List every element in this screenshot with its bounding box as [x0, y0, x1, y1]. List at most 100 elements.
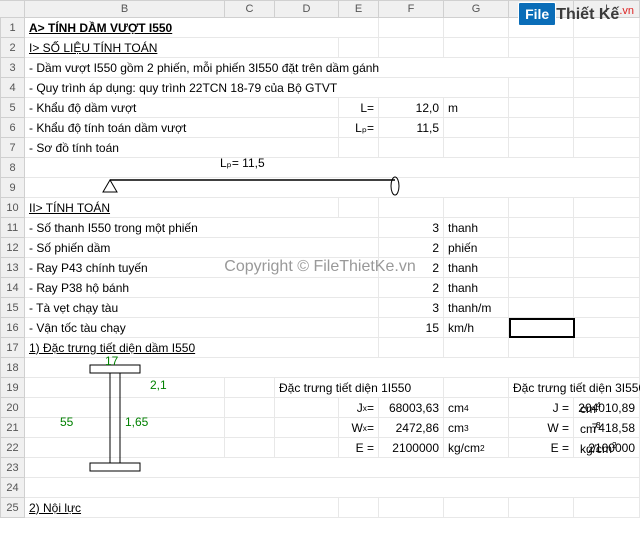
- cell[interactable]: J =: [509, 398, 574, 418]
- cell[interactable]: cm3: [444, 418, 509, 438]
- cell[interactable]: [574, 38, 640, 58]
- cell[interactable]: 2: [379, 278, 444, 298]
- cell[interactable]: [574, 278, 640, 298]
- cell[interactable]: [339, 38, 379, 58]
- cell[interactable]: kg/cm2: [444, 438, 509, 458]
- cell[interactable]: [574, 338, 640, 358]
- cell[interactable]: [379, 138, 444, 158]
- row-header[interactable]: 1: [0, 18, 25, 38]
- row-header[interactable]: 7: [0, 138, 25, 158]
- row-header[interactable]: 25: [0, 498, 25, 518]
- cell[interactable]: 11,5: [379, 118, 444, 138]
- cell[interactable]: - Khẩu độ dầm vượt: [25, 98, 339, 118]
- cell[interactable]: [379, 38, 444, 58]
- row-header[interactable]: 18: [0, 358, 25, 378]
- cell[interactable]: 2: [379, 238, 444, 258]
- row-header[interactable]: 17: [0, 338, 25, 358]
- cell[interactable]: [339, 498, 379, 518]
- row-header[interactable]: 4: [0, 78, 25, 98]
- cell[interactable]: [509, 278, 574, 298]
- cell[interactable]: Đặc trưng tiết diện 3I550: [509, 378, 640, 398]
- row-header[interactable]: 22: [0, 438, 25, 458]
- cell[interactable]: - Quy trình áp dụng: quy trình 22TCN 18-…: [25, 78, 509, 98]
- row-header[interactable]: 5: [0, 98, 25, 118]
- cell[interactable]: - Ray P43 chính tuyến: [25, 258, 379, 278]
- cell[interactable]: [574, 98, 640, 118]
- row-header[interactable]: 20: [0, 398, 25, 418]
- cell[interactable]: 2100000: [379, 438, 444, 458]
- cell[interactable]: [379, 338, 444, 358]
- row-header[interactable]: 10: [0, 198, 25, 218]
- cell[interactable]: [509, 218, 574, 238]
- cell[interactable]: [275, 398, 339, 418]
- cell[interactable]: [225, 418, 275, 438]
- cell[interactable]: [574, 498, 640, 518]
- row-header[interactable]: 9: [0, 178, 25, 198]
- cell[interactable]: [574, 118, 640, 138]
- cell[interactable]: [509, 238, 574, 258]
- row-header[interactable]: 21: [0, 418, 25, 438]
- col-header-g[interactable]: G: [444, 0, 509, 18]
- cell[interactable]: m: [444, 98, 509, 118]
- cell[interactable]: [225, 398, 275, 418]
- cell[interactable]: Lₚ=: [339, 118, 379, 138]
- cell[interactable]: thanh/m: [444, 298, 509, 318]
- row-header[interactable]: 23: [0, 458, 25, 478]
- row-header[interactable]: 2: [0, 38, 25, 58]
- cell[interactable]: 2: [379, 258, 444, 278]
- cell[interactable]: - Số phiến dầm: [25, 238, 379, 258]
- cell[interactable]: [574, 138, 640, 158]
- cell[interactable]: [509, 138, 574, 158]
- row-header[interactable]: 12: [0, 238, 25, 258]
- cell[interactable]: [444, 138, 509, 158]
- cell[interactable]: [25, 478, 640, 498]
- cell[interactable]: [379, 198, 444, 218]
- cell[interactable]: E =: [509, 438, 574, 458]
- cell[interactable]: thanh: [444, 258, 509, 278]
- cell[interactable]: W =: [509, 418, 574, 438]
- cell[interactable]: [509, 38, 574, 58]
- row-header[interactable]: 19: [0, 378, 25, 398]
- cell[interactable]: [509, 98, 574, 118]
- cell[interactable]: km/h: [444, 318, 509, 338]
- row-header[interactable]: 11: [0, 218, 25, 238]
- cell[interactable]: [225, 438, 275, 458]
- cell[interactable]: [379, 498, 444, 518]
- cell[interactable]: [509, 78, 574, 98]
- cell[interactable]: [574, 318, 640, 338]
- cell[interactable]: thanh: [444, 278, 509, 298]
- cell[interactable]: - Số thanh I550 trong một phiến: [25, 218, 379, 238]
- cell[interactable]: [444, 38, 509, 58]
- row-header[interactable]: 16: [0, 318, 25, 338]
- cell[interactable]: [509, 338, 574, 358]
- corner-cell[interactable]: [0, 0, 25, 18]
- cell[interactable]: - Sơ đồ tính toán: [25, 138, 339, 158]
- cell[interactable]: [574, 298, 640, 318]
- cell[interactable]: [444, 498, 509, 518]
- row-header[interactable]: 15: [0, 298, 25, 318]
- col-header-d[interactable]: D: [275, 0, 339, 18]
- cell[interactable]: [444, 198, 509, 218]
- cell[interactable]: I> SỐ LIỆU TÍNH TOÁN: [25, 38, 339, 58]
- cell[interactable]: II> TÍNH TOÁN: [25, 198, 339, 218]
- cell[interactable]: 3: [379, 298, 444, 318]
- cell[interactable]: [379, 18, 444, 38]
- cell[interactable]: - Dầm vượt I550 gồm 2 phiến, mỗi phiến 3…: [25, 58, 574, 78]
- cell[interactable]: thanh: [444, 218, 509, 238]
- col-header-e[interactable]: E: [339, 0, 379, 18]
- cell[interactable]: [509, 258, 574, 278]
- cell[interactable]: Wx =: [339, 418, 379, 438]
- cell[interactable]: [509, 198, 574, 218]
- cell[interactable]: [444, 18, 509, 38]
- cell[interactable]: 2472,86: [379, 418, 444, 438]
- row-header[interactable]: 13: [0, 258, 25, 278]
- cell[interactable]: [574, 238, 640, 258]
- cell[interactable]: A> TÍNH DẦM VƯỢT I550: [25, 18, 379, 38]
- cell[interactable]: - Vận tốc tàu chạy: [25, 318, 379, 338]
- cell[interactable]: [574, 78, 640, 98]
- cell[interactable]: - Khẩu độ tính toán dầm vượt: [25, 118, 339, 138]
- cell[interactable]: 3: [379, 218, 444, 238]
- cell[interactable]: 15: [379, 318, 444, 338]
- cell[interactable]: [509, 118, 574, 138]
- cell[interactable]: [339, 198, 379, 218]
